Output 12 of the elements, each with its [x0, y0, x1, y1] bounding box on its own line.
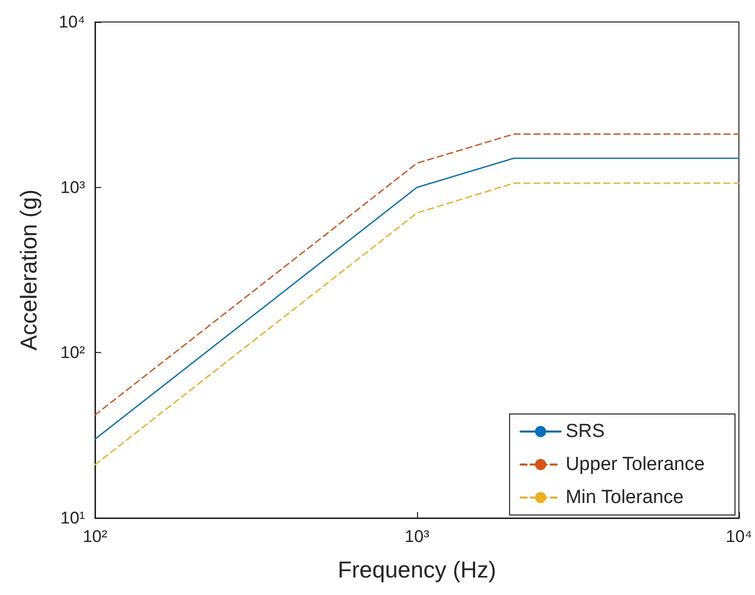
legend-label: Upper Tolerance [566, 454, 705, 475]
x-tick-label: 10² [82, 527, 108, 546]
legend-label: Min Tolerance [566, 487, 684, 508]
y-tick-label: 10³ [60, 178, 86, 197]
y-tick-label: 10² [60, 343, 86, 362]
y-axis-title: Acceleration (g) [16, 189, 42, 351]
x-axis-title: Frequency (Hz) [338, 556, 496, 582]
x-tick-label: 10⁴ [726, 527, 752, 546]
y-tick-label: 10¹ [60, 508, 86, 528]
y-tick-label: 10⁴ [58, 12, 85, 32]
legend-label: SRS [566, 421, 605, 442]
x-tick-label: 10³ [404, 527, 430, 546]
